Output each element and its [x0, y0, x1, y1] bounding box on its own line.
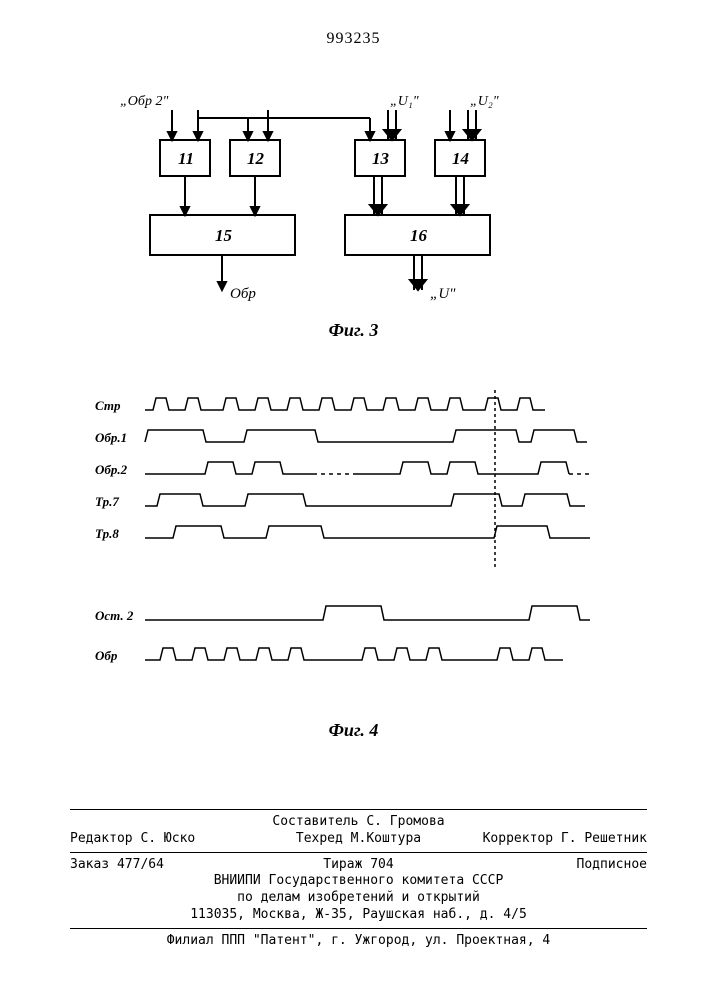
footer-imprint: Составитель С. Громова Редактор С. Юско …	[70, 805, 647, 950]
label-u1: „U₁"	[390, 94, 419, 109]
label-obr2: Обр.2	[95, 462, 128, 477]
figure-4-caption: Фиг. 4	[0, 720, 707, 741]
label-obr: Обр	[95, 648, 118, 663]
figure-3-diagram: „Обр 2" „U₁" „U₂" 11 12 13 14 15 16 Обр …	[100, 80, 580, 310]
footer-order: Заказ 477/64	[70, 857, 262, 874]
footer-address: 113035, Москва, Ж-35, Раушская наб., д. …	[70, 907, 647, 924]
box-11: 11	[178, 149, 194, 168]
footer-circulation: Тираж 704	[262, 857, 454, 874]
figure-3-caption: Фиг. 3	[0, 320, 707, 341]
label-u2: „U₂"	[470, 94, 499, 109]
footer-corrector: Корректор Г. Решетник	[455, 831, 647, 848]
page: 993235	[0, 0, 707, 1000]
box-14: 14	[452, 149, 469, 168]
label-str: Стр	[95, 398, 121, 413]
box-15: 15	[215, 226, 233, 245]
box-13: 13	[372, 149, 390, 168]
label-ost2: Ост. 2	[95, 608, 134, 623]
footer-subscription: Подписное	[455, 857, 647, 874]
label-obr1: Обр.1	[95, 430, 127, 445]
label-obr2: „Обр 2"	[120, 94, 168, 109]
label-tr7: Тр.7	[95, 494, 119, 509]
footer-org2: по делам изобретений и открытий	[70, 890, 647, 907]
box-16: 16	[410, 226, 428, 245]
footer-editor: Редактор С. Юско	[70, 831, 262, 848]
page-number: 993235	[0, 30, 707, 48]
footer-org1: ВНИИПИ Государственного комитета СССР	[70, 873, 647, 890]
out-u: „U"	[430, 286, 456, 302]
footer-tech: Техред М.Коштура	[262, 831, 454, 848]
footer-branch: Филиал ППП "Патент", г. Ужгород, ул. Про…	[70, 933, 647, 950]
footer-compiler: Составитель С. Громова	[70, 814, 647, 831]
box-12: 12	[247, 149, 265, 168]
label-tr8: Тр.8	[95, 526, 119, 541]
figure-4-timing: Стр Обр.1 Обр.2 Тр.7 Тр.8 Ост. 2 Обр	[90, 390, 610, 710]
out-obr: Обр	[230, 286, 256, 302]
